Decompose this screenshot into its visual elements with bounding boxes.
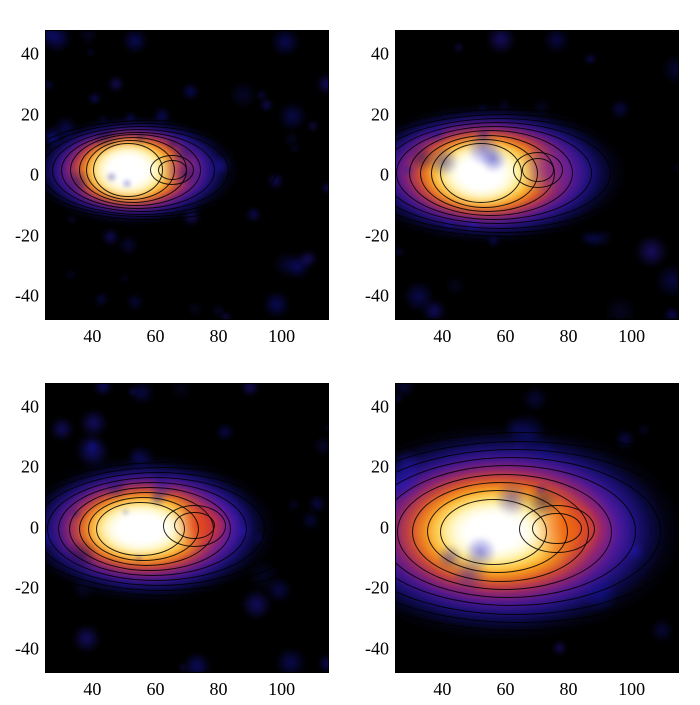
ytick-label: -40 xyxy=(5,286,45,307)
ytick-label: -40 xyxy=(355,286,395,307)
panel-bottom-left: -40 -20 0 20 40 40 60 80 100 xyxy=(0,353,350,705)
axes-box: -40-2002040406080100 xyxy=(395,30,681,322)
axes-box: -40-2002040406080100 xyxy=(45,383,331,675)
xtick-label: 80 xyxy=(210,322,228,347)
xtick-label: 60 xyxy=(146,675,164,700)
xtick-label: 40 xyxy=(433,322,451,347)
ytick-label: -20 xyxy=(5,578,45,599)
contour-layer xyxy=(46,31,328,319)
plot-area xyxy=(395,383,679,673)
ytick-label: 0 xyxy=(355,165,395,186)
ytick-label: 0 xyxy=(5,165,45,186)
plot-area xyxy=(395,30,679,320)
xtick-label: 100 xyxy=(268,322,295,347)
xtick-label: 80 xyxy=(210,675,228,700)
ytick-label: 20 xyxy=(355,104,395,125)
xtick-label: 40 xyxy=(83,322,101,347)
panel-top-left: -40 -20 0 20 40 40 60 80 100 xyxy=(0,0,350,353)
panel-bottom-right: -40 -20 0 20 40 40 60 80 100 xyxy=(350,353,700,705)
xtick-label: 60 xyxy=(496,675,514,700)
xtick-label: 40 xyxy=(433,675,451,700)
ytick-label: -20 xyxy=(5,225,45,246)
xtick-label: 60 xyxy=(146,322,164,347)
ytick-label: -40 xyxy=(5,638,45,659)
ytick-label: 40 xyxy=(5,396,45,417)
ytick-label: 0 xyxy=(5,517,45,538)
ytick-label: 40 xyxy=(355,44,395,65)
ytick-label: 20 xyxy=(355,457,395,478)
xtick-label: 100 xyxy=(618,675,645,700)
xtick-label: 40 xyxy=(83,675,101,700)
axes-box: -40-2002040406080100 xyxy=(45,30,331,322)
panel-top-right: -40 -20 0 20 40 40 60 80 100 xyxy=(350,0,700,353)
contour-layer xyxy=(396,384,678,672)
ytick-label: -40 xyxy=(355,638,395,659)
ytick-label: 40 xyxy=(5,44,45,65)
figure-grid: -40 -20 0 20 40 40 60 80 100 -40 -20 0 20 40 40 60 80 10… xyxy=(0,0,700,705)
xtick-label: 80 xyxy=(560,322,578,347)
xtick-label: 100 xyxy=(268,675,295,700)
ytick-label: 20 xyxy=(5,457,45,478)
ytick-label: -20 xyxy=(355,578,395,599)
xtick-label: 80 xyxy=(560,675,578,700)
contour-layer xyxy=(396,31,678,319)
plot-area xyxy=(45,30,329,320)
contour-layer xyxy=(46,384,328,672)
ytick-label: 40 xyxy=(355,396,395,417)
ytick-label: 20 xyxy=(5,104,45,125)
ytick-label: 0 xyxy=(355,517,395,538)
plot-area xyxy=(45,383,329,673)
xtick-label: 60 xyxy=(496,322,514,347)
axes-box: -40-2002040406080100 xyxy=(395,383,681,675)
ytick-label: -20 xyxy=(355,225,395,246)
xtick-label: 100 xyxy=(618,322,645,347)
